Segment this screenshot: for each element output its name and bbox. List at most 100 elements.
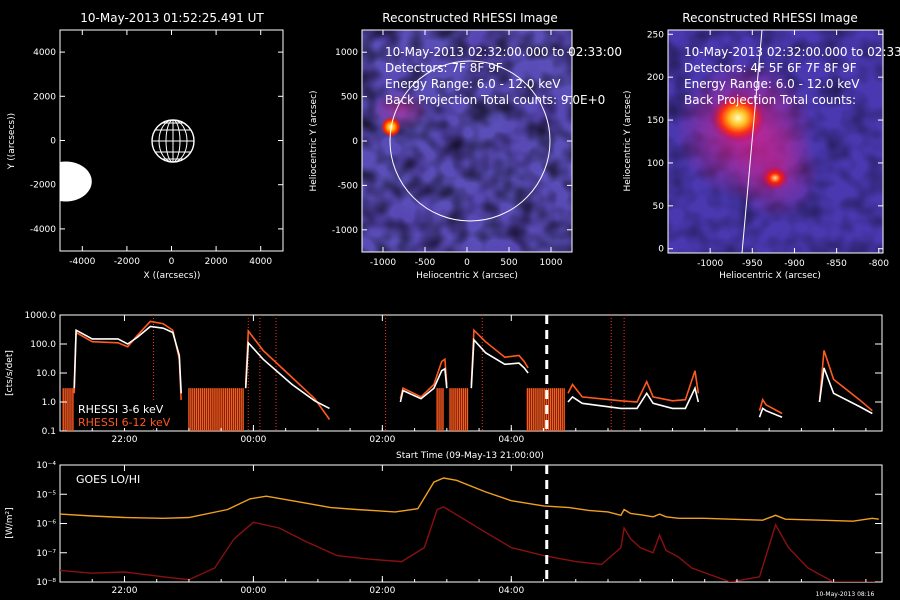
series-line [73, 320, 182, 403]
panel2-overlay-line1: 10-May-2013 02:32:00.000 to 02:33:00 [385, 45, 622, 59]
series-line [73, 325, 182, 394]
x-tick-label: 1000 [540, 258, 563, 268]
x-tick-label: -800 [869, 259, 890, 269]
panel-rhessi-lightcurve: 1000.0 100.0 10.0 1.0 0.1 22:00 00:00 02:00 04:… [5, 311, 883, 461]
panel3-heatmap [668, 30, 883, 253]
y-tick-label: 150 [647, 116, 664, 126]
panel4-legend-6-12: RHESSI 6-12 keV [78, 416, 171, 429]
y-tick-label: 4000 [33, 48, 56, 58]
panel3-overlay-line1: 10-May-2013 02:32:00.000 to 02:33:00 [684, 45, 900, 59]
panel-goes-lightcurve: GOES LO/HI 10⁻⁴ 10⁻⁵ 10⁻⁶ 10⁻⁷ 10⁻⁸ 22:00 00:… [5, 461, 883, 598]
y-tick-label: 0 [50, 137, 56, 147]
panel5-yaxis: 10⁻⁴ 10⁻⁵ 10⁻⁶ 10⁻⁷ 10⁻⁸ [36, 461, 882, 588]
panel2-xaxis: -1000 -500 0 500 1000 [370, 30, 563, 268]
x-tick-label: 0 [464, 258, 470, 268]
panel5-series [60, 477, 879, 582]
panel2-overlay-line3: Energy Range: 6.0 - 12.0 keV [385, 77, 561, 91]
y-tick-label: 200 [647, 73, 664, 83]
panel4-flare-markers [152, 315, 625, 431]
y-tick-label: 10⁻⁵ [36, 490, 56, 500]
y-tick-label: -4000 [30, 225, 56, 235]
panel1-yaxis: 4000 2000 0 -2000 -4000 [30, 48, 283, 235]
bright-disk [60, 161, 92, 202]
x-tick-label: 500 [500, 258, 517, 268]
y-tick-label: 0 [658, 245, 664, 255]
y-tick-label: 50 [653, 202, 665, 212]
panel1-xlabel: X ((arcsecs)) [144, 271, 201, 281]
x-tick-label: 22:00 [112, 435, 138, 445]
x-tick-label: -4000 [69, 257, 95, 267]
panel3-frame [667, 29, 884, 254]
series-line [818, 367, 873, 415]
y-tick-label: 10⁻⁸ [36, 578, 56, 588]
panel5-xaxis: 22:00 00:00 02:00 04:00 [59, 465, 867, 596]
panel1-xaxis: -4000 -2000 0 2000 4000 [69, 30, 272, 267]
series-line [399, 367, 448, 403]
x-tick-label: -850 [826, 259, 847, 269]
panel4-legend-box [75, 400, 187, 428]
y-tick-label: -1000 [332, 226, 358, 236]
y-tick-label: -500 [338, 181, 359, 191]
panel4-xlabel: Start Time (09-May-13 21:00:00) [396, 451, 544, 461]
x-tick-label: 04:00 [498, 586, 524, 596]
panel2-solar-limb [389, 60, 551, 222]
series-line [399, 357, 448, 399]
panel4-ylabel: [cts/s/det] [5, 350, 15, 396]
x-tick-label: 4000 [249, 257, 272, 267]
panel2-xlabel: Heliocentric X (arcsec) [416, 271, 518, 281]
x-tick-label: 02:00 [369, 435, 395, 445]
panel-sun-locator: 10-May-2013 01:52:25.491 UT -4000 -2000 0 2… [7, 11, 284, 281]
panel3-ylabel: Heliocentric Y (arcsec) [623, 90, 633, 191]
panel2-overlay-line2: Detectors: 7F 8F 9F [385, 61, 503, 75]
series-line [244, 328, 331, 420]
x-tick-label: 00:00 [240, 435, 266, 445]
panel3-xaxis: -1000 -950 -900 -850 -800 [697, 30, 889, 269]
y-tick-label: 1000.0 [25, 311, 57, 321]
x-tick-label: 04:00 [498, 435, 524, 445]
x-tick-label: -1000 [697, 259, 723, 269]
panel5-stamp: 10-May-2013 08:16 [816, 591, 875, 598]
series-line [567, 370, 700, 403]
sun-grid-icon [151, 119, 195, 163]
y-tick-label: 500 [341, 93, 358, 103]
panel1-title: 10-May-2013 01:52:25.491 UT [80, 11, 264, 25]
x-tick-label: 02:00 [369, 586, 395, 596]
panel3-title: Reconstructed RHESSI Image [682, 11, 857, 25]
series-line [567, 385, 700, 410]
panel2-heatmap [362, 30, 572, 252]
series-line [758, 397, 783, 415]
panel4-series [73, 320, 873, 420]
y-tick-label: 100.0 [30, 340, 56, 350]
y-tick-label: 0.1 [42, 427, 56, 437]
panel3-yaxis: 250 200 150 100 50 0 [647, 30, 883, 255]
panel4-legend-3-6: RHESSI 3-6 keV [78, 403, 164, 416]
series-line [758, 407, 783, 418]
panel2-overlay-line4: Back Projection Total counts: 9.0E+0 [385, 93, 605, 107]
y-tick-label: 1000 [335, 48, 358, 58]
x-tick-label: -500 [415, 258, 436, 268]
x-tick-label: -900 [784, 259, 805, 269]
panel5-label: GOES LO/HI [76, 473, 140, 486]
x-tick-label: -950 [742, 259, 763, 269]
x-tick-label: 00:00 [240, 586, 266, 596]
panel3-xlabel: Heliocentric X (arcsec) [719, 271, 821, 281]
panel5-ylabel: [W/m²] [5, 507, 15, 538]
y-tick-label: 0 [352, 137, 358, 147]
panel3-overlay-text: 10-May-2013 02:32:00.000 to 02:33:00 Det… [684, 45, 900, 107]
x-tick-label: -1000 [370, 258, 396, 268]
y-tick-label: 10⁻⁷ [36, 549, 56, 559]
x-tick-label: -2000 [114, 257, 140, 267]
y-tick-label: 2000 [33, 92, 56, 102]
panel1-ylabel: Y ((arcsecs)) [7, 113, 17, 170]
x-tick-label: 2000 [205, 257, 228, 267]
panel-rhessi-image-zoom: Reconstructed RHESSI Image 10-May-2013 0… [623, 11, 900, 281]
panel2-overlay-text: 10-May-2013 02:32:00.000 to 02:33:00 Det… [385, 45, 622, 107]
series-line [60, 477, 879, 522]
y-tick-label: -2000 [30, 181, 56, 191]
panel3-overlay-line4: Back Projection Total counts: [684, 93, 856, 107]
panel3-solar-limb [741, 30, 763, 253]
series-line [818, 350, 873, 412]
series-line [60, 506, 879, 582]
y-tick-label: 250 [647, 30, 664, 40]
